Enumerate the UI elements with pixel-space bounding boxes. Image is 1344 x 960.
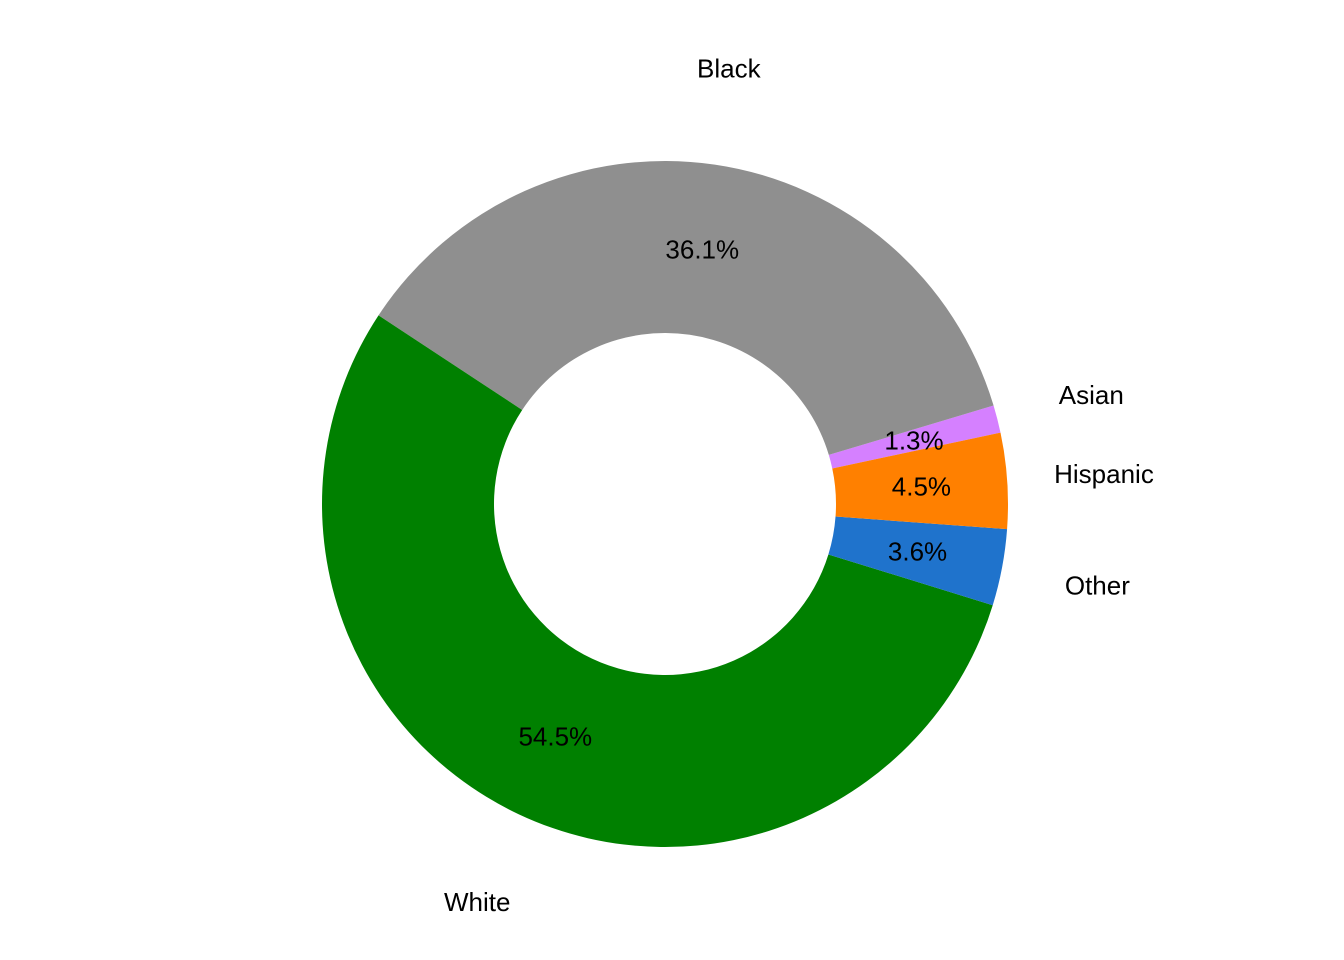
slice-other	[828, 516, 1008, 606]
value-label-white: 54.5%	[518, 721, 592, 751]
category-label-hispanic: Hispanic	[1054, 459, 1154, 489]
value-label-black: 36.1%	[665, 235, 739, 265]
category-labels: Asian Black White Other Hispanic	[444, 54, 1154, 917]
value-label-other: 3.6%	[888, 537, 947, 567]
value-label-asian: 1.3%	[884, 425, 943, 455]
slice-asian	[828, 405, 1001, 469]
slice-black	[378, 160, 994, 455]
category-label-other: Other	[1065, 571, 1130, 601]
slice-white	[322, 315, 993, 847]
category-label-white: White	[444, 887, 510, 917]
category-label-asian: Asian	[1059, 380, 1124, 410]
category-label-black: Black	[697, 54, 762, 84]
value-label-hispanic: 4.5%	[892, 472, 951, 502]
value-labels: 1.3% 36.1% 54.5% 3.6% 4.5%	[518, 235, 951, 752]
donut-slices	[322, 160, 1009, 847]
slice-hispanic	[832, 432, 1009, 530]
